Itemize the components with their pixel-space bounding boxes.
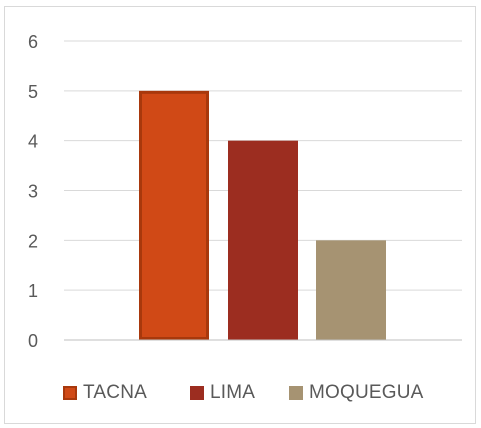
y-tick-label-5: 5 [28,82,38,102]
legend-item-lima: LIMA [190,380,255,406]
legend-item-moquegua: MOQUEGUA [289,380,424,406]
legend-label-tacna: TACNA [83,382,147,403]
legend-swatch-tacna [63,386,77,400]
legend: TACNA LIMA MOQUEGUA [0,380,481,406]
y-tick-label-4: 4 [28,132,38,152]
y-tick-label-6: 6 [28,32,38,52]
y-axis-ticks: 0 1 2 3 4 5 6 [28,32,38,351]
y-tick-label-2: 2 [28,231,38,251]
legend-label-lima: LIMA [210,382,256,403]
legend-swatch-moquegua [289,386,303,400]
y-tick-label-3: 3 [28,182,38,202]
legend-swatch-lima [190,386,204,400]
legend-item-tacna: TACNA [63,380,147,406]
y-tick-label-1: 1 [28,281,38,301]
gridlines [64,40,462,291]
y-tick-label-0: 0 [28,331,38,351]
bar-moquegua [316,240,386,340]
bar-lima [228,140,298,340]
bar-tacna [139,90,209,341]
bars [139,90,386,341]
legend-label-moquegua: MOQUEGUA [309,382,424,403]
